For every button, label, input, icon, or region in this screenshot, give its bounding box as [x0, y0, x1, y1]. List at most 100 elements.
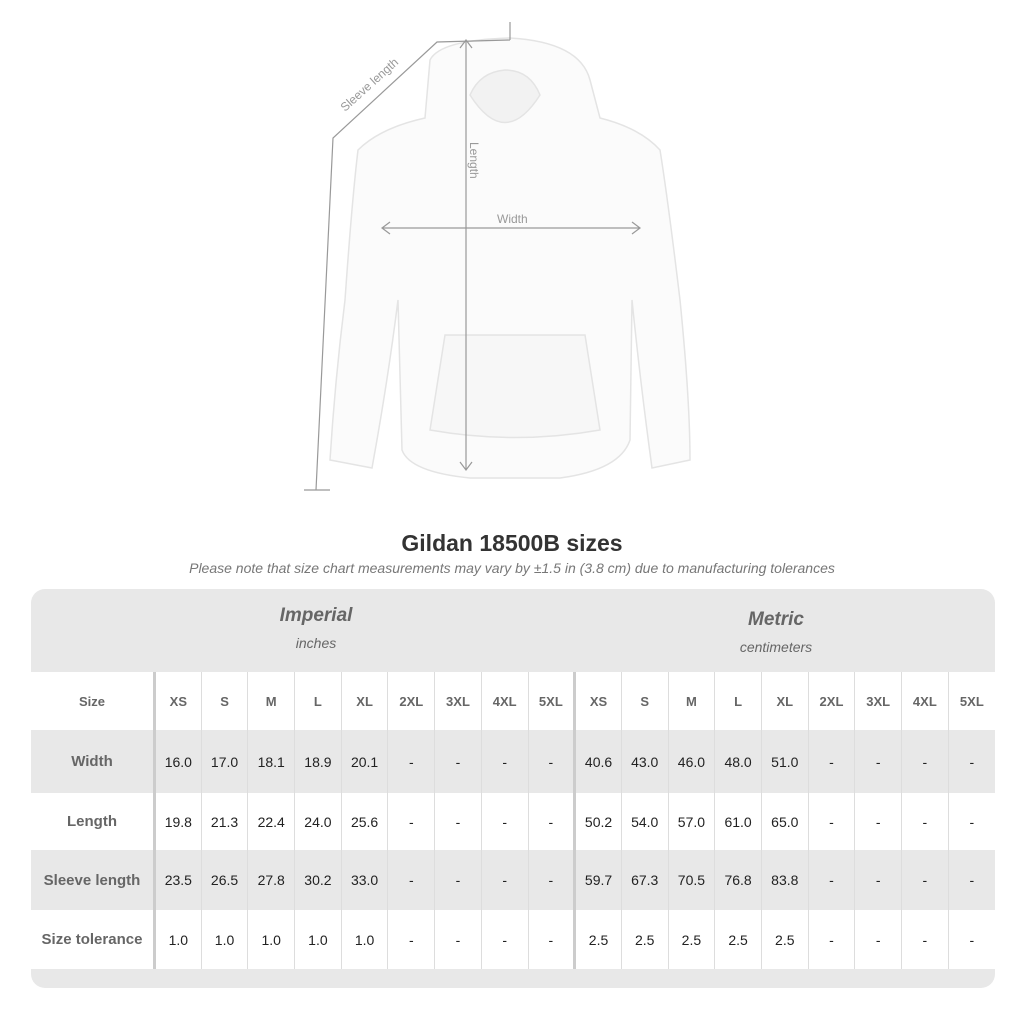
imperial-value: -	[387, 910, 435, 969]
imperial-value: 1.0	[200, 910, 248, 969]
size-table: Size XS S M L XL 2XL 3XL 4XL 5XL XS S M L XL 2XL 3XL 4XL 5…	[31, 672, 995, 969]
metric-title: Metric	[748, 609, 804, 630]
tolerance-note: Please note that size chart measurements…	[189, 560, 835, 576]
row-label: Size tolerance	[31, 910, 155, 969]
metric-value: 2.5	[620, 910, 669, 969]
imperial-value: 1.0	[153, 910, 202, 969]
imperial-size-xl: XL	[340, 672, 388, 730]
imperial-value: -	[480, 910, 528, 969]
metric-size-m: M	[667, 672, 715, 730]
imperial-value: 24.0	[294, 793, 342, 850]
row-label: Length	[31, 793, 155, 850]
imperial-value: 27.8	[247, 850, 295, 910]
imperial-title: Imperial	[279, 605, 353, 626]
imperial-value: 1.0	[247, 910, 295, 969]
imperial-value: -	[527, 910, 575, 969]
metric-unit: centimeters	[739, 639, 813, 655]
metric-size-xs: XS	[573, 672, 622, 730]
imperial-size-l: L	[294, 672, 342, 730]
imperial-value: -	[480, 730, 528, 793]
imperial-value: 33.0	[340, 850, 388, 910]
metric-size-s: S	[620, 672, 669, 730]
imperial-size-3xl: 3XL	[434, 672, 482, 730]
imperial-size-2xl: 2XL	[387, 672, 435, 730]
metric-value: 54.0	[620, 793, 669, 850]
metric-value: 50.2	[573, 793, 622, 850]
metric-value: 83.8	[760, 850, 809, 910]
imperial-value: 20.1	[340, 730, 388, 793]
imperial-value: 1.0	[294, 910, 342, 969]
imperial-size-xs: XS	[153, 672, 202, 730]
imperial-value: -	[527, 793, 575, 850]
imperial-value: -	[480, 850, 528, 910]
length-label: Length	[467, 142, 481, 179]
metric-size-4xl: 4XL	[901, 672, 949, 730]
imperial-value: 26.5	[200, 850, 248, 910]
metric-value: -	[901, 910, 949, 969]
imperial-header: Imperial inches	[106, 605, 526, 651]
imperial-value: -	[387, 730, 435, 793]
imperial-value: -	[434, 910, 482, 969]
metric-value: -	[947, 730, 995, 793]
imperial-value: 30.2	[294, 850, 342, 910]
metric-value: 2.5	[714, 910, 762, 969]
metric-value: 70.5	[667, 850, 715, 910]
imperial-size-m: M	[247, 672, 295, 730]
metric-size-5xl: 5XL	[947, 672, 995, 730]
metric-value: -	[807, 910, 855, 969]
size-header-row: Size XS S M L XL 2XL 3XL 4XL 5XL XS S M L XL 2XL 3XL 4XL 5…	[31, 672, 995, 730]
pocket	[429, 334, 601, 439]
metric-value: -	[854, 850, 902, 910]
imperial-value: -	[480, 793, 528, 850]
metric-value: -	[947, 910, 995, 969]
imperial-size-s: S	[200, 672, 248, 730]
metric-value: 67.3	[620, 850, 669, 910]
imperial-value: 25.6	[340, 793, 388, 850]
metric-value: -	[854, 910, 902, 969]
table-row: Size tolerance 1.0 1.0 1.0 1.0 1.0- - - -2.5 2.5 2…	[31, 910, 995, 969]
metric-value: 43.0	[620, 730, 669, 793]
size-chart: Imperial inches Metric centimeters Size X…	[31, 589, 995, 988]
imperial-value: 22.4	[247, 793, 295, 850]
metric-value: -	[901, 793, 949, 850]
hoodie-body	[329, 37, 691, 479]
metric-value: 2.5	[667, 910, 715, 969]
metric-value: 59.7	[573, 850, 622, 910]
metric-value: 57.0	[667, 793, 715, 850]
metric-value: -	[947, 850, 995, 910]
imperial-value: 16.0	[153, 730, 202, 793]
metric-size-xl: XL	[760, 672, 809, 730]
metric-value: -	[807, 793, 855, 850]
metric-value: 40.6	[573, 730, 622, 793]
metric-value: -	[854, 730, 902, 793]
size-header: Size	[31, 672, 155, 730]
metric-value: 2.5	[573, 910, 622, 969]
hood-opening	[469, 69, 541, 124]
table-row: Width 16.0 17.0 18.1 18.9 20.1- - - -40.6 43.0 46.…	[31, 730, 995, 793]
width-measure-line	[381, 221, 641, 235]
metric-value: 48.0	[714, 730, 762, 793]
imperial-size-4xl: 4XL	[480, 672, 528, 730]
metric-value: 65.0	[760, 793, 809, 850]
imperial-value: 17.0	[200, 730, 248, 793]
imperial-value: -	[434, 730, 482, 793]
metric-value: 46.0	[667, 730, 715, 793]
imperial-value: 1.0	[340, 910, 388, 969]
imperial-value: 19.8	[153, 793, 202, 850]
row-label: Sleeve length	[31, 850, 155, 910]
metric-value: -	[901, 850, 949, 910]
sleeve-measure-line	[304, 22, 511, 491]
hoodie-illustration: Sleeve length Length Width	[304, 22, 691, 491]
metric-value: 76.8	[714, 850, 762, 910]
page-title: Gildan 18500B sizes	[401, 530, 623, 556]
imperial-value: 21.3	[200, 793, 248, 850]
imperial-value: -	[434, 793, 482, 850]
table-row: Sleeve length 23.5 26.5 27.8 30.2 33.0- - - -59.…	[31, 850, 995, 910]
metric-size-2xl: 2XL	[807, 672, 855, 730]
imperial-value: 18.9	[294, 730, 342, 793]
metric-value: -	[901, 730, 949, 793]
metric-value: -	[807, 730, 855, 793]
metric-value: 51.0	[760, 730, 809, 793]
row-label: Width	[31, 730, 155, 793]
metric-header: Metric centimeters	[566, 609, 986, 655]
